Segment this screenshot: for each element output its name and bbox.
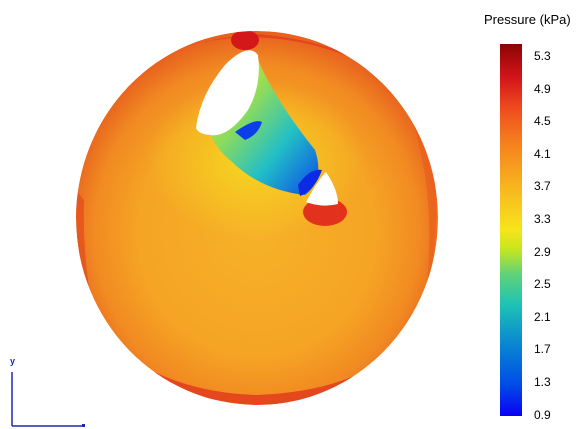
colorbar-tick-label: 2.9 [534, 244, 551, 259]
y-axis-label: y [10, 356, 16, 366]
colorbar-title: Pressure (kPa) [484, 12, 571, 27]
colorbar-tick-label: 5.3 [534, 49, 551, 63]
colorbar-tick-label: 4.9 [534, 81, 551, 96]
colorbar-tick-label: 3.7 [534, 179, 551, 194]
colorbar-tick-label: 2.5 [534, 277, 551, 292]
small-lumen-hole [306, 172, 338, 206]
colorbar-tick-label: 1.7 [534, 342, 551, 357]
colorbar-tick-label: 4.1 [534, 146, 551, 161]
colorbar-tick-label: 0.9 [534, 407, 551, 422]
colorbar-tick-label: 1.3 [534, 375, 551, 389]
colorbar-tick-label: 2.1 [534, 309, 551, 324]
colorbar-tick-label: 3.3 [534, 212, 551, 226]
pressure-colorbar [500, 44, 522, 416]
large-lumen-hole [196, 50, 259, 136]
colorbar-tick-label: 4.5 [534, 114, 551, 129]
axis-indicator [11, 372, 85, 427]
